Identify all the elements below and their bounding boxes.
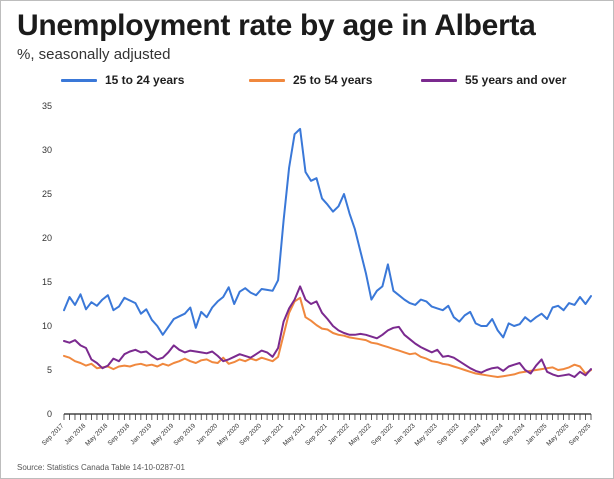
x-tick-label: Sep 2021 <box>304 422 329 447</box>
y-tick-label: 5 <box>47 365 52 375</box>
x-tick-label: Sep 2022 <box>370 422 395 447</box>
source-note: Source: Statistics Canada Table 14-10-02… <box>17 463 185 472</box>
x-tick-label: May 2018 <box>84 422 109 447</box>
legend: 15 to 24 years 25 to 54 years 55 years a… <box>61 73 606 93</box>
x-tick-label: May 2020 <box>216 422 241 447</box>
x-tick-label: May 2022 <box>348 422 373 447</box>
y-tick-label: 35 <box>42 101 52 111</box>
x-tick-label: May 2021 <box>282 422 307 447</box>
series-line-1 <box>63 127 592 339</box>
legend-item-55-plus: 55 years and over <box>421 73 566 87</box>
chart-subtitle: %, seasonally adjusted <box>17 46 171 63</box>
y-tick-label: 10 <box>42 321 52 331</box>
series-line-2 <box>63 296 592 378</box>
x-tick-label: Sep 2019 <box>173 422 198 447</box>
y-tick-label: 15 <box>42 277 52 287</box>
x-tick-label: May 2024 <box>479 422 504 447</box>
legend-label: 55 years and over <box>465 73 567 87</box>
legend-item-25-54: 25 to 54 years <box>249 73 372 87</box>
x-tick-label: Sep 2023 <box>436 422 461 447</box>
legend-item-15-24: 15 to 24 years <box>61 73 184 87</box>
series-line-3 <box>63 285 592 378</box>
legend-swatch <box>249 78 285 82</box>
y-tick-label: 20 <box>42 233 52 243</box>
x-tick-label: Sep 2024 <box>502 422 527 447</box>
x-tick-label: May 2025 <box>545 422 570 447</box>
y-tick-label: 30 <box>42 145 52 155</box>
legend-label: 25 to 54 years <box>293 73 373 87</box>
y-tick-label: 25 <box>42 189 52 199</box>
legend-label: 15 to 24 years <box>105 73 185 87</box>
x-tick-label: May 2019 <box>150 422 175 447</box>
legend-swatch <box>421 78 457 82</box>
x-tick-label: Sep 2025 <box>568 422 593 447</box>
x-tick-label: Sep 2020 <box>238 422 263 447</box>
x-tick-label: Sep 2018 <box>107 422 132 447</box>
chart-title: Unemployment rate by age in Alberta <box>17 9 536 42</box>
legend-swatch <box>61 78 97 82</box>
x-tick-label: Sep 2017 <box>41 422 66 447</box>
x-tick-label: May 2023 <box>414 422 439 447</box>
y-tick-label: 0 <box>47 409 52 419</box>
